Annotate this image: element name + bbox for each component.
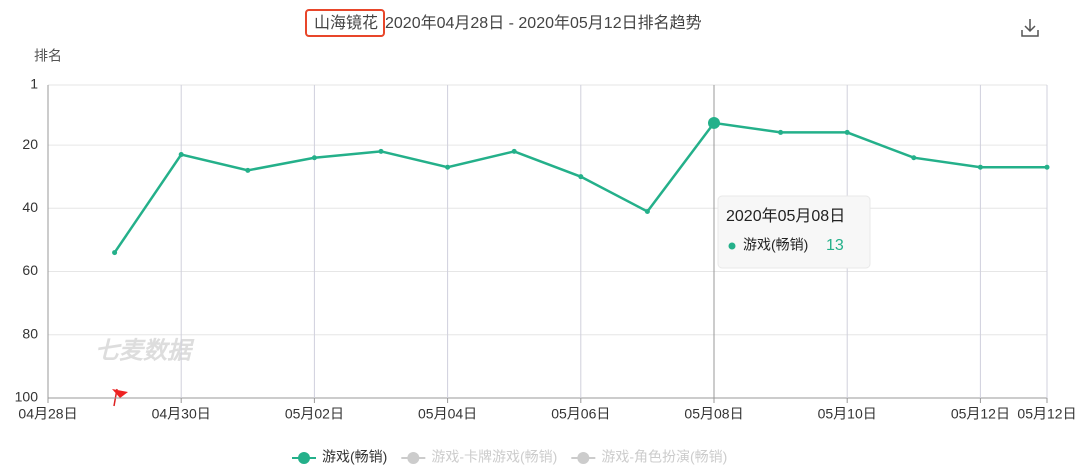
data-point [311, 155, 317, 161]
x-tick-label: 05月04日 [418, 406, 477, 422]
y-tick-label: 80 [22, 325, 38, 341]
data-point [911, 155, 917, 161]
y-tick-label: 60 [22, 262, 38, 278]
y-tick-label: 20 [22, 136, 38, 152]
data-point [511, 148, 517, 154]
data-point [245, 167, 251, 173]
legend-label: 游戏-卡牌游戏(畅销) [431, 449, 557, 465]
x-tick-label: 05月06日 [551, 406, 610, 422]
x-tick-label: 04月30日 [152, 406, 211, 422]
download-icon[interactable] [1021, 19, 1039, 37]
x-tick-label: 05月10日 [818, 406, 877, 422]
tooltip-title: 2020年05月08日 [726, 207, 845, 225]
legend-marker [407, 452, 420, 464]
y-tick-label: 100 [15, 389, 39, 405]
x-tick-label: 05月12日 [951, 406, 1010, 422]
chart-title: 2020年04月28日 - 2020年05月12日排名趋势 [385, 14, 702, 32]
x-tick-label: 05月08日 [684, 406, 743, 422]
data-point [844, 129, 850, 135]
data-point [644, 208, 650, 214]
data-point [112, 250, 118, 256]
legend-marker [577, 452, 590, 464]
y-axis-label: 排名 [34, 48, 62, 64]
tooltip-box [717, 195, 871, 269]
legend-label: 游戏-角色扮演(畅销) [601, 449, 727, 465]
x-tick-label: 04月28日 [18, 406, 77, 422]
title-highlight-box [305, 9, 385, 37]
y-tick-label: 1 [30, 76, 38, 92]
data-point [378, 148, 384, 154]
title-highlight: 山海镜花 [314, 13, 378, 32]
legend-marker [298, 452, 310, 464]
data-point [578, 174, 584, 180]
x-tick-label: 05月02日 [285, 406, 344, 422]
tooltip-dot [728, 242, 736, 250]
tooltip-value: 13 [826, 237, 844, 254]
data-point [445, 164, 451, 170]
data-point [778, 129, 784, 135]
data-point [178, 152, 184, 158]
watermark: 七麦数据 [95, 337, 195, 364]
tooltip-series: 游戏(畅销) [743, 237, 808, 253]
data-point [977, 164, 983, 170]
data-point [708, 116, 720, 129]
data-point [1044, 164, 1050, 170]
y-tick-label: 40 [22, 199, 38, 215]
x-tick-label: 05月12日 [1017, 406, 1076, 422]
legend-label: 游戏(畅销) [322, 449, 387, 465]
